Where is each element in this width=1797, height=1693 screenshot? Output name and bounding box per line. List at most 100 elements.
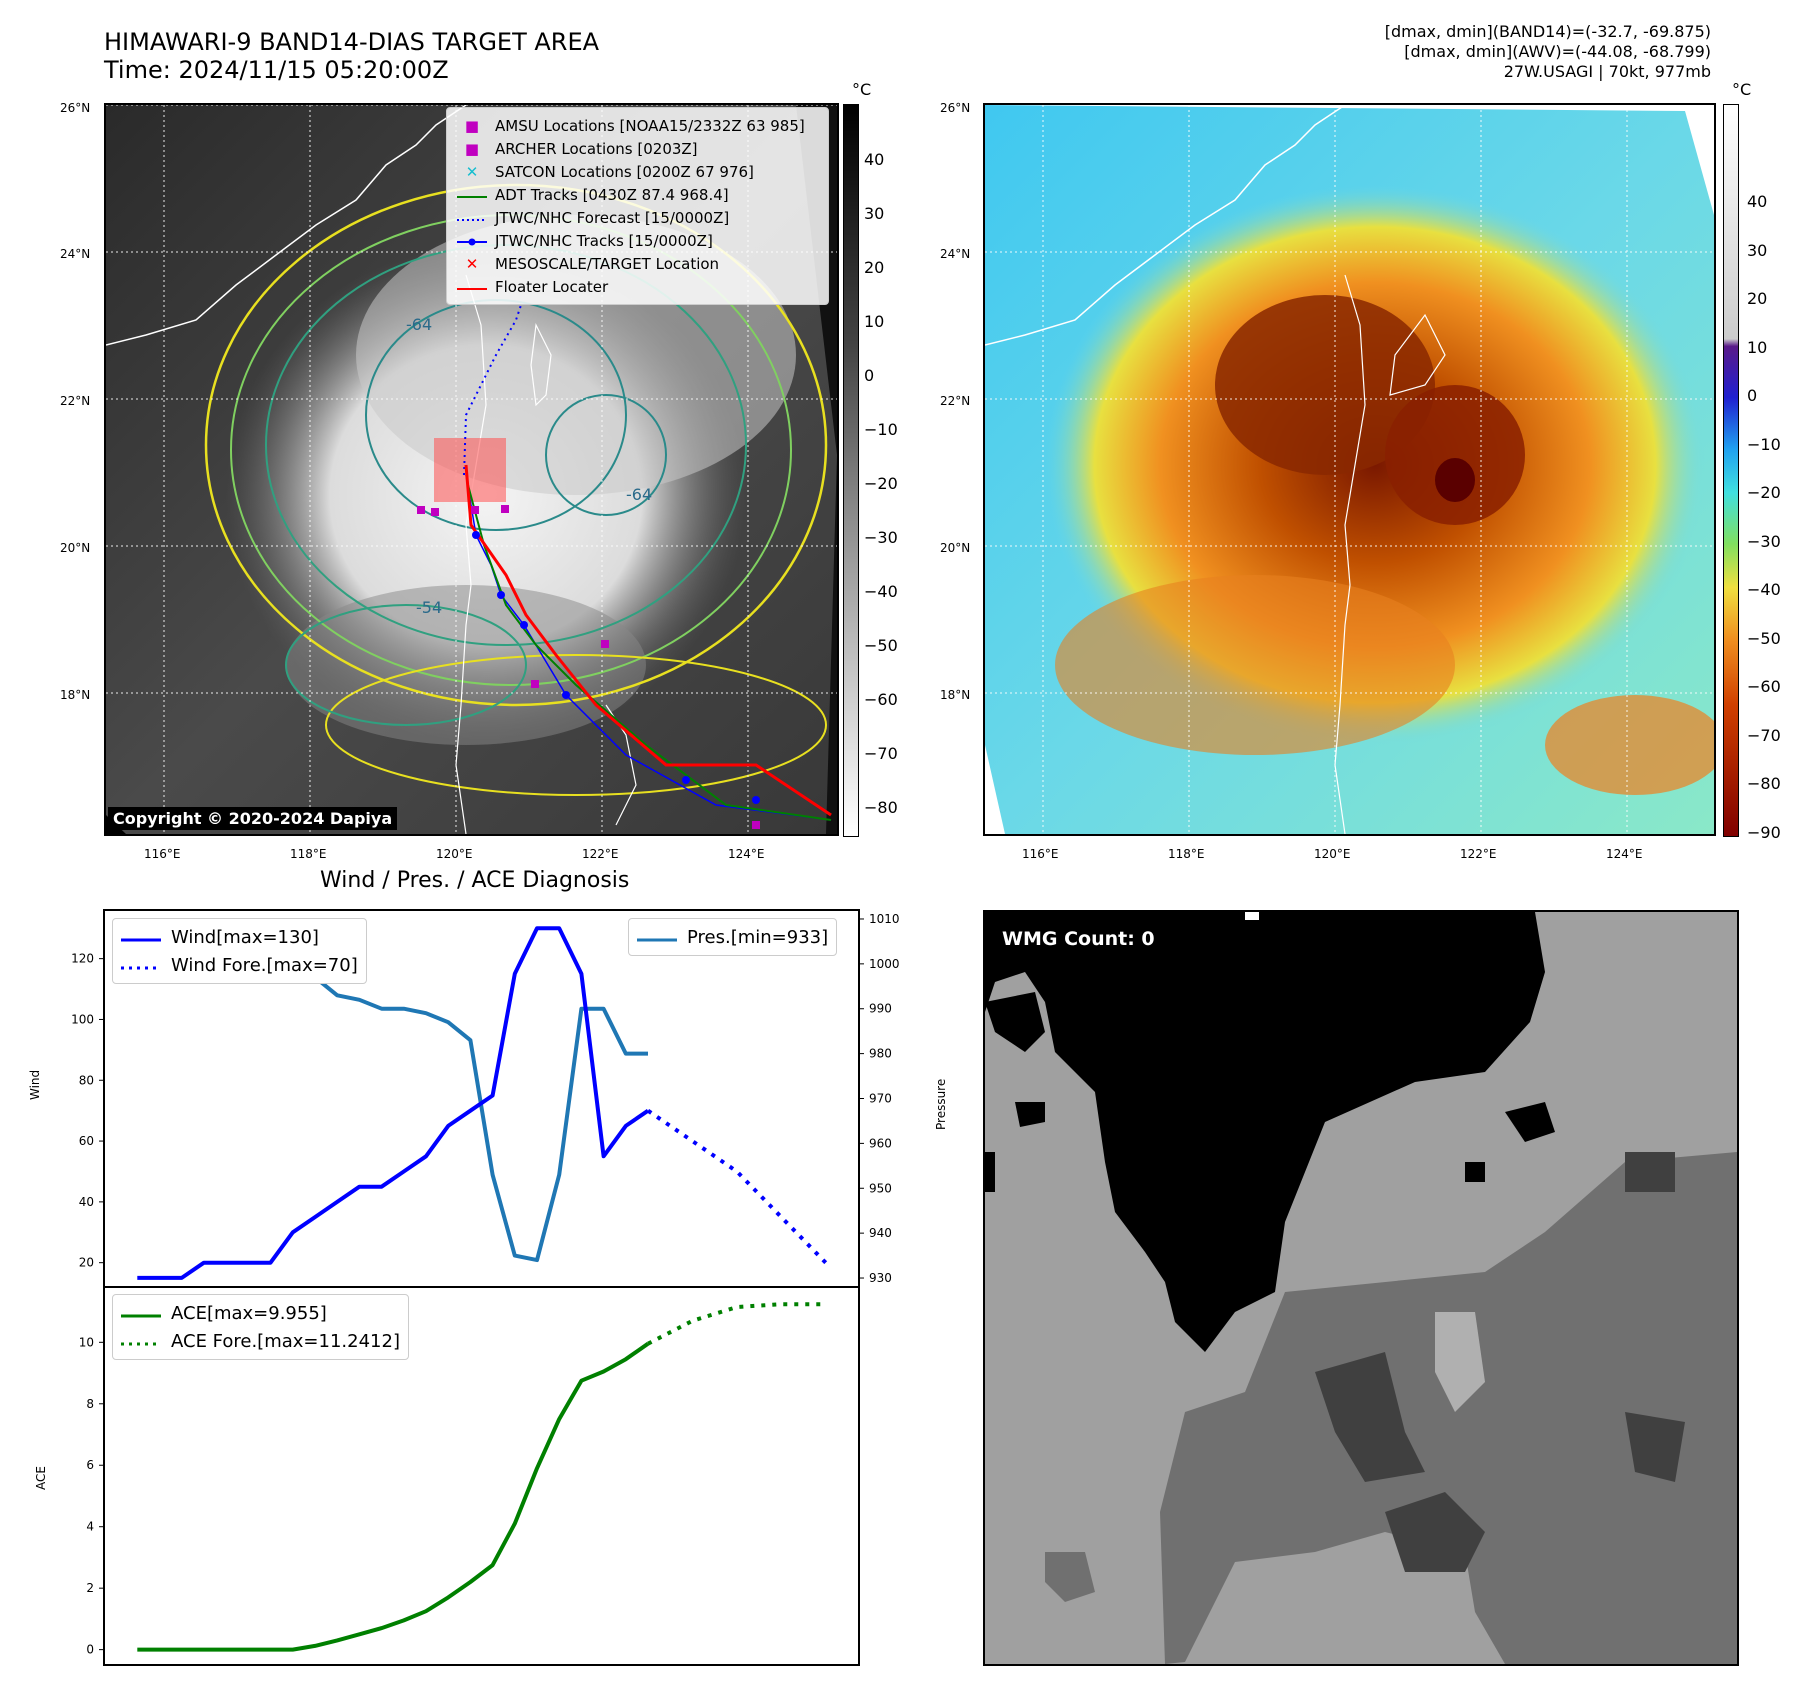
wind-tick-label: 40 [79,1195,94,1209]
lon-tick-116: 116°E [144,847,181,861]
legend-wind: Wind[max=130] [121,926,319,948]
colorbar-tick: −70 [1747,725,1781,745]
colorbar-tick: −40 [1747,580,1781,599]
contour-label-2: -64 [626,485,652,504]
legend-item-satcon: ✕ SATCON Locations [0200Z 67 976] [465,162,754,181]
lon-tick-120: 120°E [436,847,473,861]
pres-tick-label: 980 [869,1047,892,1061]
legend-item-forecast: JTWC/NHC Forecast [15/0000Z] [457,208,730,227]
gray-colorbar [843,104,859,837]
colorbar-tick: −50 [864,636,898,655]
pres-tick-label: 950 [869,1181,892,1195]
r-lon-tick-118: 118°E [1168,847,1205,861]
colorbar-tick: 0 [864,366,875,385]
colorbar-tick: −50 [1747,628,1781,648]
floater-track [464,464,832,817]
lon-tick-122: 122°E [582,847,619,861]
legend-item-archer: ■ ARCHER Locations [0203Z] [464,139,698,158]
title-line-2: Time: 2024/11/15 05:20:00Z [104,56,449,84]
colorbar-tick: 40 [864,150,885,169]
colorbar-tick: −20 [1747,483,1781,502]
ir-map-panel: -64 -64 -54 [104,103,839,836]
colorbar-tick: −20 [864,474,898,493]
wind-legend: Wind[max=130] Wind Fore.[max=70] [112,918,367,984]
coastline [106,105,467,346]
pres-tick-label: 1000 [869,957,900,971]
legend-item-target: ✕ MESOSCALE/TARGET Location [465,254,720,273]
pres-tick-label: 970 [869,1092,892,1106]
map-legend: ■ AMSU Locations [NOAA15/2332Z 63 985] ■ A… [446,107,829,305]
color-colorbar-unit: °C [1732,80,1752,99]
info-line-1: [dmax, dmin](BAND14)=(-32.7, -69.875) [1384,22,1711,41]
legend-item-floater: Floater Locater [457,277,609,296]
colorbar-tick: 40 [1747,192,1768,211]
legend-item-adt: ADT Tracks [0430Z 87.4 968.4] [457,185,729,204]
diag-title: Wind / Pres. / ACE Diagnosis [320,868,630,893]
r-lat-tick-18: 18°N [940,688,971,702]
wind-axis-label: Wind [28,1069,42,1100]
ace-tick-label: 2 [86,1581,94,1595]
wmg-image [985,912,1737,1664]
wmg-count-label: WMG Count: 0 [995,924,1162,954]
wind-tick-label: 100 [71,1012,94,1026]
contour-label-1: -64 [406,315,432,334]
r-lat-tick-22: 22°N [940,394,971,408]
colorbar-tick: 20 [864,258,885,277]
wind-forecast-line [646,1109,828,1265]
colorbar-tick: 30 [1747,240,1768,260]
r-lat-tick-20: 20°N [940,541,971,555]
colorbar-tick: 0 [1747,386,1758,405]
wind-tick-label: 20 [79,1256,94,1270]
legend-ace-fore: ACE Fore.[max=11.2412] [121,1330,400,1352]
ace-legend: ACE[max=9.955] ACE Fore.[max=11.2412] [112,1294,409,1360]
color-colorbar [1723,104,1739,837]
r-lon-tick-116: 116°E [1022,847,1059,861]
colorbar-tick: −80 [1747,774,1781,793]
legend-ace: ACE[max=9.955] [121,1302,327,1324]
color-map-panel [983,103,1716,836]
wmg-panel: WMG Count: 0 [983,910,1739,1666]
colorbar-tick: −60 [1747,677,1781,696]
ace-tick-label: 0 [86,1643,94,1657]
colorbar-tick: −40 [864,582,898,601]
ace-axis-label: ACE [34,1466,48,1490]
ace-tick-label: 10 [79,1335,94,1349]
adt-track [467,484,832,821]
color-map-image [985,105,1714,834]
r-lat-tick-24: 24°N [940,247,971,261]
pres-tick-label: 940 [869,1226,892,1240]
colorbar-tick: 10 [1747,337,1768,357]
copyright-badge: Copyright © 2020-2024 Dapiya [108,807,398,830]
colorbar-tick: 20 [1747,289,1768,308]
title-line-1: HIMAWARI-9 BAND14-DIAS TARGET AREA [104,28,600,56]
r-lat-tick-26: 26°N [940,101,971,115]
colorbar-tick: −60 [864,690,898,709]
figure-title: HIMAWARI-9 BAND14-DIAS TARGET AREA Time:… [104,28,599,84]
colorbar-tick: −30 [864,528,898,547]
colorbar-tick: 30 [864,204,885,223]
colorbar-tick: −30 [1747,531,1781,551]
amsu-archer-points [417,505,760,829]
pres-tick-label: 930 [869,1271,892,1285]
wind-tick-label: 60 [79,1134,94,1148]
lat-tick-26: 26°N [60,101,91,115]
colorbar-tick: −10 [864,420,898,439]
ace-forecast-line [647,1302,826,1346]
legend-pres: Pres.[min=933] [637,926,829,948]
colorbar-tick: −70 [864,744,898,763]
colorbar-tick: −10 [1747,434,1781,454]
ace-tick-label: 4 [86,1520,94,1534]
pres-tick-label: 990 [869,1002,892,1016]
pres-legend: Pres.[min=933] [628,918,838,956]
lat-tick-18: 18°N [60,688,91,702]
info-line-2: [dmax, dmin](AWV)=(-44.08, -68.799) [1404,42,1711,61]
r-lon-tick-120: 120°E [1314,847,1351,861]
contour-label-3: -54 [416,598,442,617]
wind-tick-label: 120 [71,952,94,966]
legend-item-jtwc: JTWC/NHC Tracks [15/0000Z] [455,229,820,252]
lat-tick-24: 24°N [60,247,91,261]
wind-tick-label: 80 [79,1073,94,1087]
colorbar-tick: −90 [1747,822,1781,842]
lat-tick-22: 22°N [60,394,91,408]
legend-wind-fore: Wind Fore.[max=70] [121,954,358,976]
